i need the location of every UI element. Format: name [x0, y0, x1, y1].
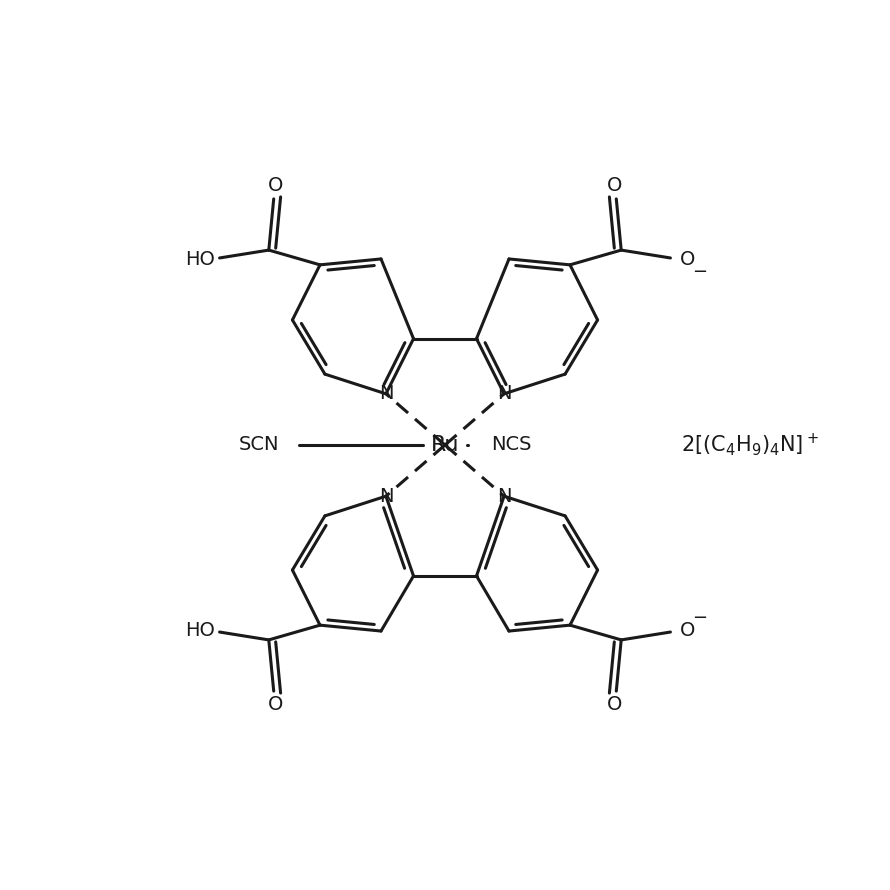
- Text: N: N: [497, 384, 512, 403]
- Text: SCN: SCN: [239, 435, 279, 455]
- Text: NCS: NCS: [491, 435, 531, 455]
- Text: HO: HO: [185, 620, 214, 640]
- Text: N: N: [378, 384, 393, 403]
- Text: O: O: [268, 175, 283, 195]
- Text: O: O: [680, 620, 696, 640]
- Text: Ru: Ru: [431, 435, 459, 455]
- Text: N: N: [497, 487, 512, 506]
- Text: N: N: [378, 487, 393, 506]
- Text: −: −: [692, 610, 708, 627]
- Text: HO: HO: [185, 250, 214, 270]
- Text: O: O: [607, 175, 622, 195]
- Text: 2[(C$_4$H$_9$)$_4$N]$^+$: 2[(C$_4$H$_9$)$_4$N]$^+$: [681, 432, 819, 458]
- Text: O: O: [680, 250, 696, 270]
- Text: O: O: [268, 695, 283, 715]
- Text: −: −: [692, 263, 708, 280]
- Text: O: O: [607, 695, 622, 715]
